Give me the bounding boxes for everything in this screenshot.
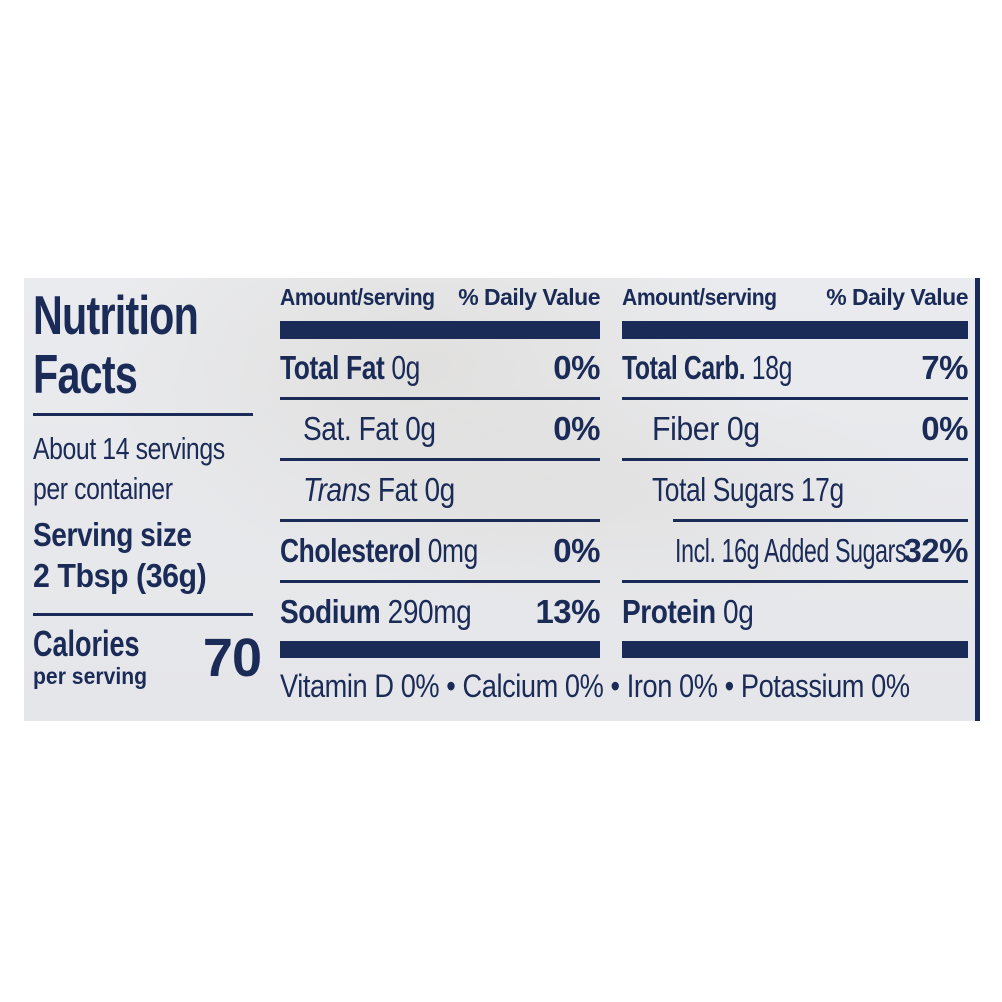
row-total-fat-dv: 0% (553, 349, 600, 386)
row-cholesterol: Cholesterol 0mg 0% (280, 522, 600, 580)
row-total-carb-dv: 7% (921, 349, 968, 386)
servings-line2: per container (33, 471, 173, 506)
row-added-sugars-dv: 32% (903, 532, 968, 569)
rule (280, 580, 600, 583)
serving-size: Serving size 2 Tbsp (36g) (33, 514, 259, 596)
amount-serving-header: Amount/serving (280, 284, 435, 310)
serving-size-label: Serving size (33, 516, 192, 553)
micronutrients-row: Vitamin D 0% • Calcium 0% • Iron 0% • Po… (280, 668, 974, 705)
calories-value: 70 (202, 628, 262, 688)
left-column: Nutrition Facts About 14 servings per co… (33, 286, 262, 689)
calories-label: Calories (33, 623, 140, 664)
daily-value-header: % Daily Value (826, 284, 968, 310)
rule (622, 580, 968, 583)
row-sat-fat-text: Sat. Fat 0g (303, 410, 436, 447)
row-total-sugars: Total Sugars 17g (622, 461, 968, 519)
servings-line1: About 14 servings (33, 431, 225, 466)
row-total-fat-text: Total Fat 0g (280, 349, 420, 386)
micronutrients-text: Vitamin D 0% • Calcium 0% • Iron 0% • Po… (280, 668, 910, 704)
rule (622, 397, 968, 400)
label-title-line2-text: Facts (33, 343, 138, 405)
amount-serving-header: Amount/serving (622, 284, 777, 310)
right-column: Amount/serving % Daily Value Total Carb.… (622, 284, 968, 658)
rule (280, 397, 600, 400)
calories-divider (33, 613, 253, 616)
row-sat-fat: Sat. Fat 0g 0% (280, 400, 600, 458)
label-title-line2: Facts (33, 345, 259, 404)
row-fiber-text: Fiber 0g (652, 410, 760, 447)
row-sat-fat-dv: 0% (553, 410, 600, 447)
title-divider (33, 413, 253, 416)
daily-value-header: % Daily Value (458, 284, 600, 310)
row-total-carb: Total Carb. 18g 7% (622, 339, 968, 397)
column-end-bar (280, 641, 600, 658)
calories-row: Calories per serving 70 (33, 623, 262, 689)
calories-sublabel: per serving (33, 663, 148, 689)
row-protein-text: Protein 0g (622, 593, 754, 630)
column-end-bar (622, 641, 968, 658)
rule (280, 458, 600, 461)
rule (622, 458, 968, 461)
row-cholesterol-dv: 0% (553, 532, 600, 569)
row-added-sugars-text: Incl. 16g Added Sugars (675, 532, 907, 569)
row-trans-fat: Trans Fat 0g (280, 461, 600, 519)
header-bar (622, 321, 968, 339)
row-sodium: Sodium 290mg 13% (280, 583, 600, 641)
row-fiber: Fiber 0g 0% (622, 400, 968, 458)
middle-column-header: Amount/serving % Daily Value (280, 284, 600, 311)
middle-column: Amount/serving % Daily Value Total Fat 0… (280, 284, 600, 658)
header-bar (280, 321, 600, 339)
row-fiber-dv: 0% (921, 410, 968, 447)
row-cholesterol-text: Cholesterol 0mg (280, 532, 478, 569)
label-title-line1-text: Nutrition (33, 284, 199, 346)
row-sodium-dv: 13% (535, 593, 600, 630)
rule-indented (673, 519, 968, 522)
row-trans-fat-text: Trans Fat 0g (303, 471, 455, 508)
nutrition-facts-label: Nutrition Facts About 14 servings per co… (24, 278, 980, 721)
row-protein: Protein 0g (622, 583, 968, 641)
serving-size-value: 2 Tbsp (36g) (33, 557, 207, 594)
row-sodium-text: Sodium 290mg (280, 593, 472, 630)
rule (280, 519, 600, 522)
row-total-carb-text: Total Carb. 18g (622, 349, 792, 386)
label-title-line1: Nutrition (33, 286, 259, 345)
servings-per-container: About 14 servings per container (33, 429, 259, 509)
row-total-fat: Total Fat 0g 0% (280, 339, 600, 397)
right-column-header: Amount/serving % Daily Value (622, 284, 968, 311)
row-added-sugars: Incl. 16g Added Sugars 32% (622, 522, 968, 580)
row-total-sugars-text: Total Sugars 17g (652, 471, 844, 508)
calories-labels: Calories per serving (33, 623, 203, 689)
